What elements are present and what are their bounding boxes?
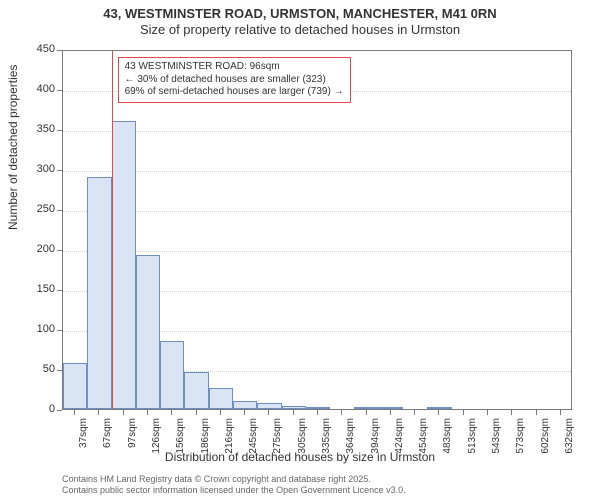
y-tick-label: 450 <box>27 43 55 55</box>
x-tick <box>317 410 318 415</box>
annotation-box: 43 WESTMINSTER ROAD: 96sqm← 30% of detac… <box>118 57 351 103</box>
footer-attribution: Contains HM Land Registry data © Crown c… <box>62 474 406 496</box>
annotation-line: 69% of semi-detached houses are larger (… <box>125 86 344 99</box>
histogram-bar <box>184 372 208 409</box>
y-tick <box>57 250 62 251</box>
y-tick-label: 50 <box>27 363 55 375</box>
x-tick <box>463 410 464 415</box>
y-tick-label: 300 <box>27 163 55 175</box>
x-tick <box>511 410 512 415</box>
histogram-bar <box>306 407 330 409</box>
y-tick <box>57 410 62 411</box>
x-tick <box>414 410 415 415</box>
histogram-bar <box>233 401 257 409</box>
x-axis-title: Distribution of detached houses by size … <box>0 450 600 464</box>
x-tick <box>147 410 148 415</box>
x-tick <box>98 410 99 415</box>
y-tick-label: 0 <box>27 403 55 415</box>
x-tick <box>438 410 439 415</box>
annotation-title: 43 WESTMINSTER ROAD: 96sqm <box>125 61 344 74</box>
histogram-bar <box>87 177 111 409</box>
histogram-bar <box>257 403 281 409</box>
y-tick <box>57 170 62 171</box>
y-tick-label: 250 <box>27 203 55 215</box>
y-tick <box>57 370 62 371</box>
x-tick <box>293 410 294 415</box>
y-tick <box>57 330 62 331</box>
chart-container: 43, WESTMINSTER ROAD, URMSTON, MANCHESTE… <box>0 0 600 500</box>
plot-area: 43 WESTMINSTER ROAD: 96sqm← 30% of detac… <box>62 50 572 410</box>
gridline <box>63 131 571 132</box>
y-tick <box>57 130 62 131</box>
histogram-bar <box>136 255 160 409</box>
x-tick <box>341 410 342 415</box>
title-line-1: 43, WESTMINSTER ROAD, URMSTON, MANCHESTE… <box>0 6 600 22</box>
footer-line-2: Contains public sector information licen… <box>62 485 406 496</box>
x-tick <box>74 410 75 415</box>
x-tick <box>244 410 245 415</box>
y-tick <box>57 210 62 211</box>
gridline <box>63 211 571 212</box>
title-line-2: Size of property relative to detached ho… <box>0 22 600 38</box>
x-tick <box>196 410 197 415</box>
histogram-bar <box>354 407 378 409</box>
x-tick <box>366 410 367 415</box>
x-tick <box>123 410 124 415</box>
x-tick <box>487 410 488 415</box>
y-tick <box>57 90 62 91</box>
annotation-line: ← 30% of detached houses are smaller (32… <box>125 74 344 87</box>
x-tick <box>268 410 269 415</box>
y-tick <box>57 50 62 51</box>
histogram-bar <box>379 407 403 409</box>
histogram-bar <box>63 363 87 409</box>
x-tick <box>560 410 561 415</box>
histogram-bar <box>209 388 233 409</box>
gridline <box>63 251 571 252</box>
property-marker-line <box>112 51 113 409</box>
gridline <box>63 171 571 172</box>
y-tick <box>57 290 62 291</box>
x-tick <box>171 410 172 415</box>
y-axis-title: Number of detached properties <box>6 65 20 230</box>
x-tick <box>536 410 537 415</box>
y-tick-label: 100 <box>27 323 55 335</box>
y-tick-label: 150 <box>27 283 55 295</box>
histogram-bar <box>427 407 451 409</box>
title-block: 43, WESTMINSTER ROAD, URMSTON, MANCHESTE… <box>0 0 600 39</box>
histogram-bar <box>112 121 136 409</box>
histogram-bar <box>160 341 184 409</box>
y-tick-label: 350 <box>27 123 55 135</box>
histogram-bar <box>282 406 306 409</box>
x-tick <box>220 410 221 415</box>
footer-line-1: Contains HM Land Registry data © Crown c… <box>62 474 406 485</box>
x-tick <box>390 410 391 415</box>
y-tick-label: 200 <box>27 243 55 255</box>
y-tick-label: 400 <box>27 83 55 95</box>
